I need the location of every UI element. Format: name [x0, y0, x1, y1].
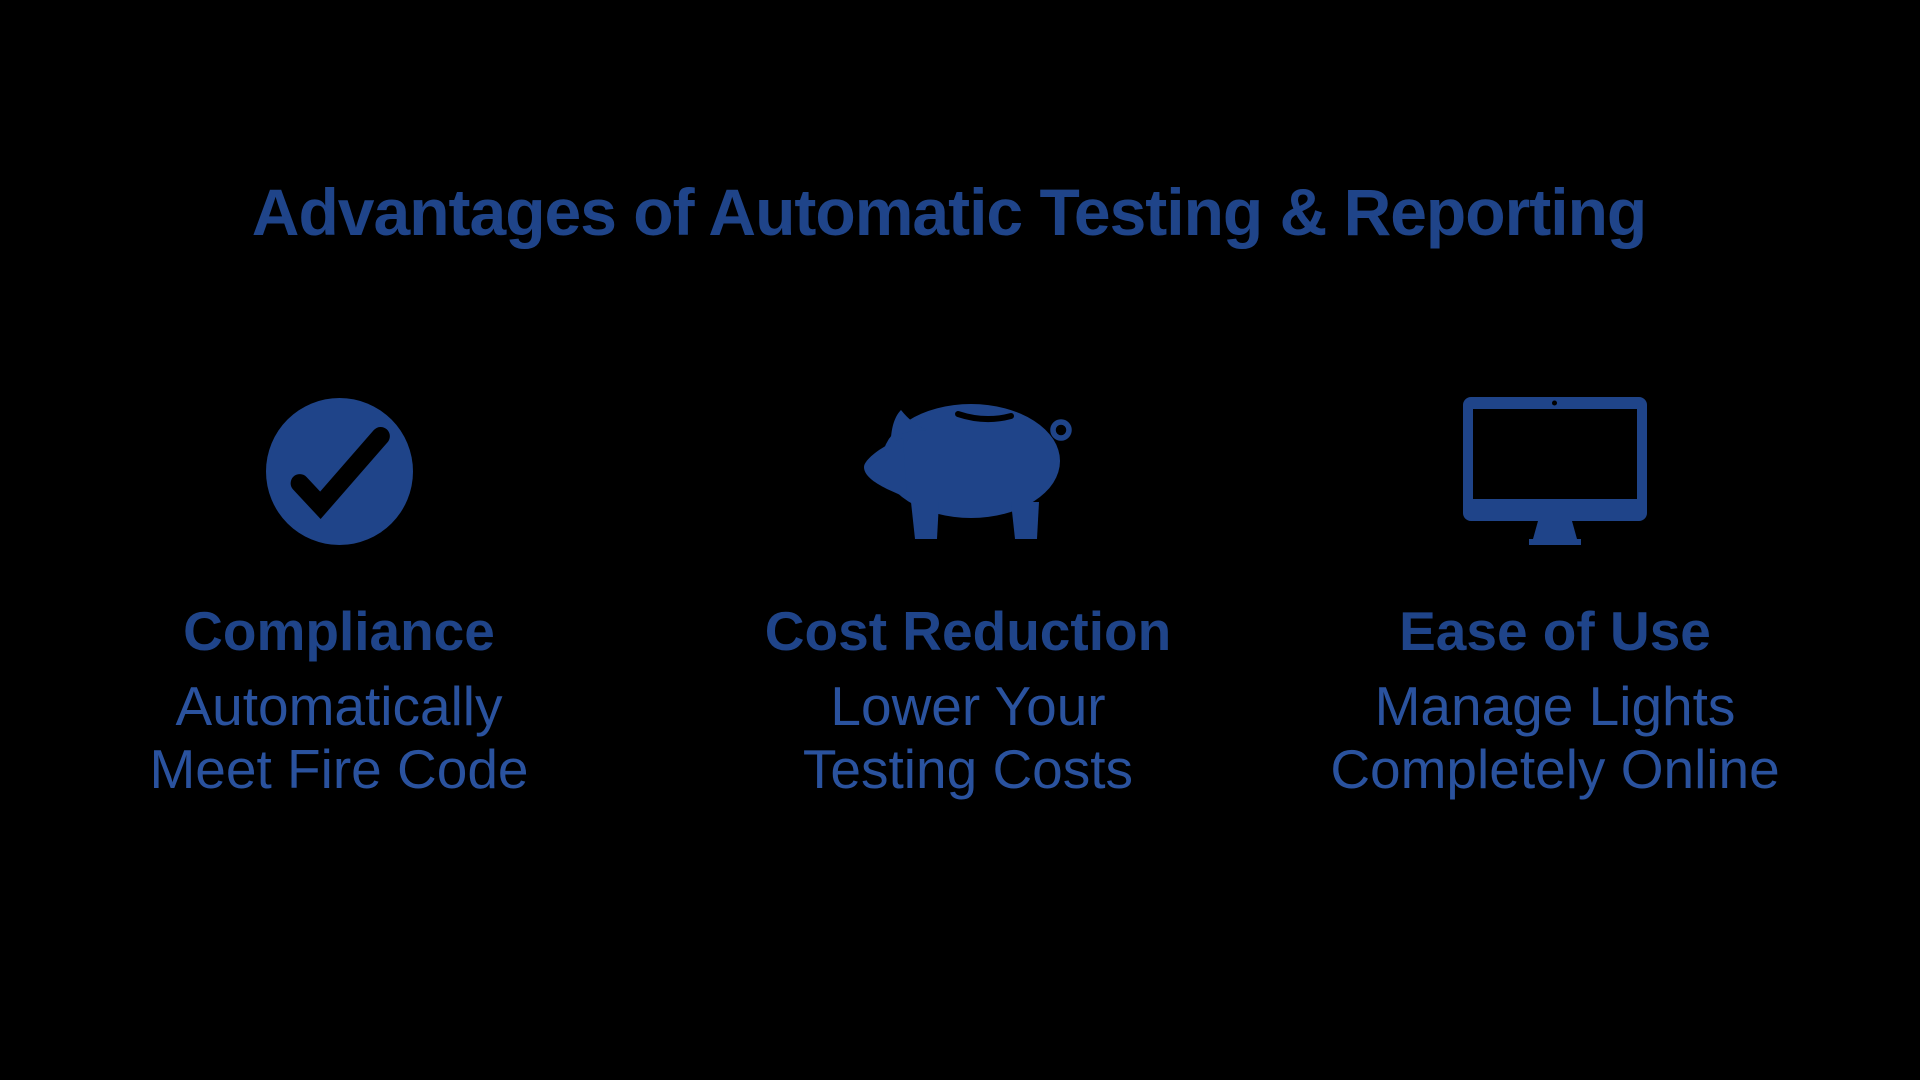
icon-box	[39, 394, 639, 548]
benefit-column-cost-reduction: Cost Reduction Lower Your Testing Costs	[668, 394, 1268, 801]
page-title: Advantages of Automatic Testing & Report…	[251, 175, 1647, 249]
benefit-heading: Cost Reduction	[764, 600, 1172, 662]
monitor-icon	[1463, 397, 1647, 545]
icon-box	[668, 394, 1268, 548]
benefit-line: Testing Costs	[802, 738, 1134, 800]
benefit-heading: Compliance	[183, 600, 495, 662]
icon-box	[1255, 394, 1855, 548]
benefit-line: Meet Fire Code	[149, 738, 529, 800]
benefit-line: Automatically	[175, 675, 503, 737]
benefit-column-compliance: Compliance Automatically Meet Fire Code	[39, 394, 639, 801]
piggy-bank-icon	[863, 403, 1073, 539]
benefit-line: Lower Your	[830, 675, 1106, 737]
benefit-column-ease-of-use: Ease of Use Manage Lights Completely Onl…	[1255, 394, 1855, 801]
benefit-line: Manage Lights	[1374, 675, 1736, 737]
benefit-heading: Ease of Use	[1399, 600, 1711, 662]
benefit-line: Completely Online	[1330, 738, 1780, 800]
checkmark-circle-icon	[265, 397, 413, 545]
